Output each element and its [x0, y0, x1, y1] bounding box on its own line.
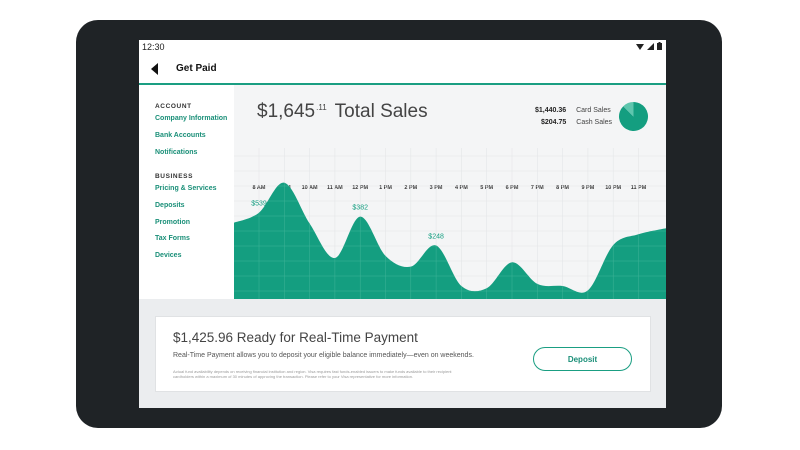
cash-sales-label: Cash Sales — [576, 119, 613, 126]
cash-sales-legend: $204.75 Cash Sales — [541, 119, 612, 126]
peak-annotation: $539 — [251, 201, 267, 208]
wifi-icon — [636, 42, 644, 52]
card-sales-legend: $1,440.36 Card Sales — [535, 107, 611, 114]
peak-annotation: $248 — [428, 234, 444, 241]
payment-fine-print: Actual fund availability depends on rece… — [173, 369, 452, 379]
settings-sidebar: ACCOUNT Company Information Bank Account… — [139, 85, 234, 299]
app-screen: 12:30 Get Paid ACCOUNT Company Informati… — [139, 40, 666, 408]
battery-icon — [657, 42, 662, 52]
sidebar-item-notifications[interactable]: Notifications — [155, 149, 198, 156]
total-sales-label: Total Sales — [334, 101, 428, 122]
sidebar-item-deposits[interactable]: Deposits — [155, 202, 185, 209]
payment-section: $1,425.96 Ready for Real-Time Payment Re… — [139, 299, 666, 408]
peak-annotation: $382 — [352, 205, 368, 212]
app-bar: Get Paid — [139, 55, 666, 85]
hourly-sales-chart: $539 $382 $248 — [234, 148, 666, 299]
back-arrow-icon[interactable] — [151, 63, 158, 75]
sidebar-item-company-information[interactable]: Company Information — [155, 115, 228, 122]
pie-slice — [623, 102, 634, 117]
sales-pie-chart — [619, 102, 648, 131]
deposit-button[interactable]: Deposit — [533, 347, 632, 371]
sales-panel: $1,645.11 Total Sales $1,440.36 Card Sale… — [234, 85, 666, 299]
status-bar: 12:30 — [139, 40, 666, 55]
card-sales-value: $1,440.36 — [535, 107, 567, 114]
page-title: Get Paid — [176, 63, 217, 74]
total-sales-amount: $1,645 — [257, 101, 316, 122]
sales-area — [234, 182, 666, 299]
total-sales-summary: $1,645.11 Total Sales — [257, 101, 428, 123]
total-sales-cents: .11 — [316, 103, 327, 112]
sidebar-heading-account: ACCOUNT — [155, 103, 192, 110]
status-time: 12:30 — [142, 42, 165, 52]
cash-sales-value: $204.75 — [541, 119, 567, 126]
payment-headline: $1,425.96 Ready for Real-Time Payment — [173, 330, 418, 345]
signal-icon — [647, 42, 654, 52]
sidebar-item-pricing-services[interactable]: Pricing & Services — [155, 185, 217, 192]
sidebar-item-bank-accounts[interactable]: Bank Accounts — [155, 132, 206, 139]
sidebar-item-devices[interactable]: Devices — [155, 252, 182, 259]
sidebar-item-tax-forms[interactable]: Tax Forms — [155, 235, 190, 242]
payment-description: Real-Time Payment allows you to deposit … — [173, 352, 474, 359]
sidebar-item-promotion[interactable]: Promotion — [155, 219, 190, 226]
card-sales-label: Card Sales — [576, 107, 611, 114]
sidebar-heading-business: BUSINESS — [155, 173, 194, 180]
real-time-payment-card: $1,425.96 Ready for Real-Time Payment Re… — [155, 316, 651, 392]
